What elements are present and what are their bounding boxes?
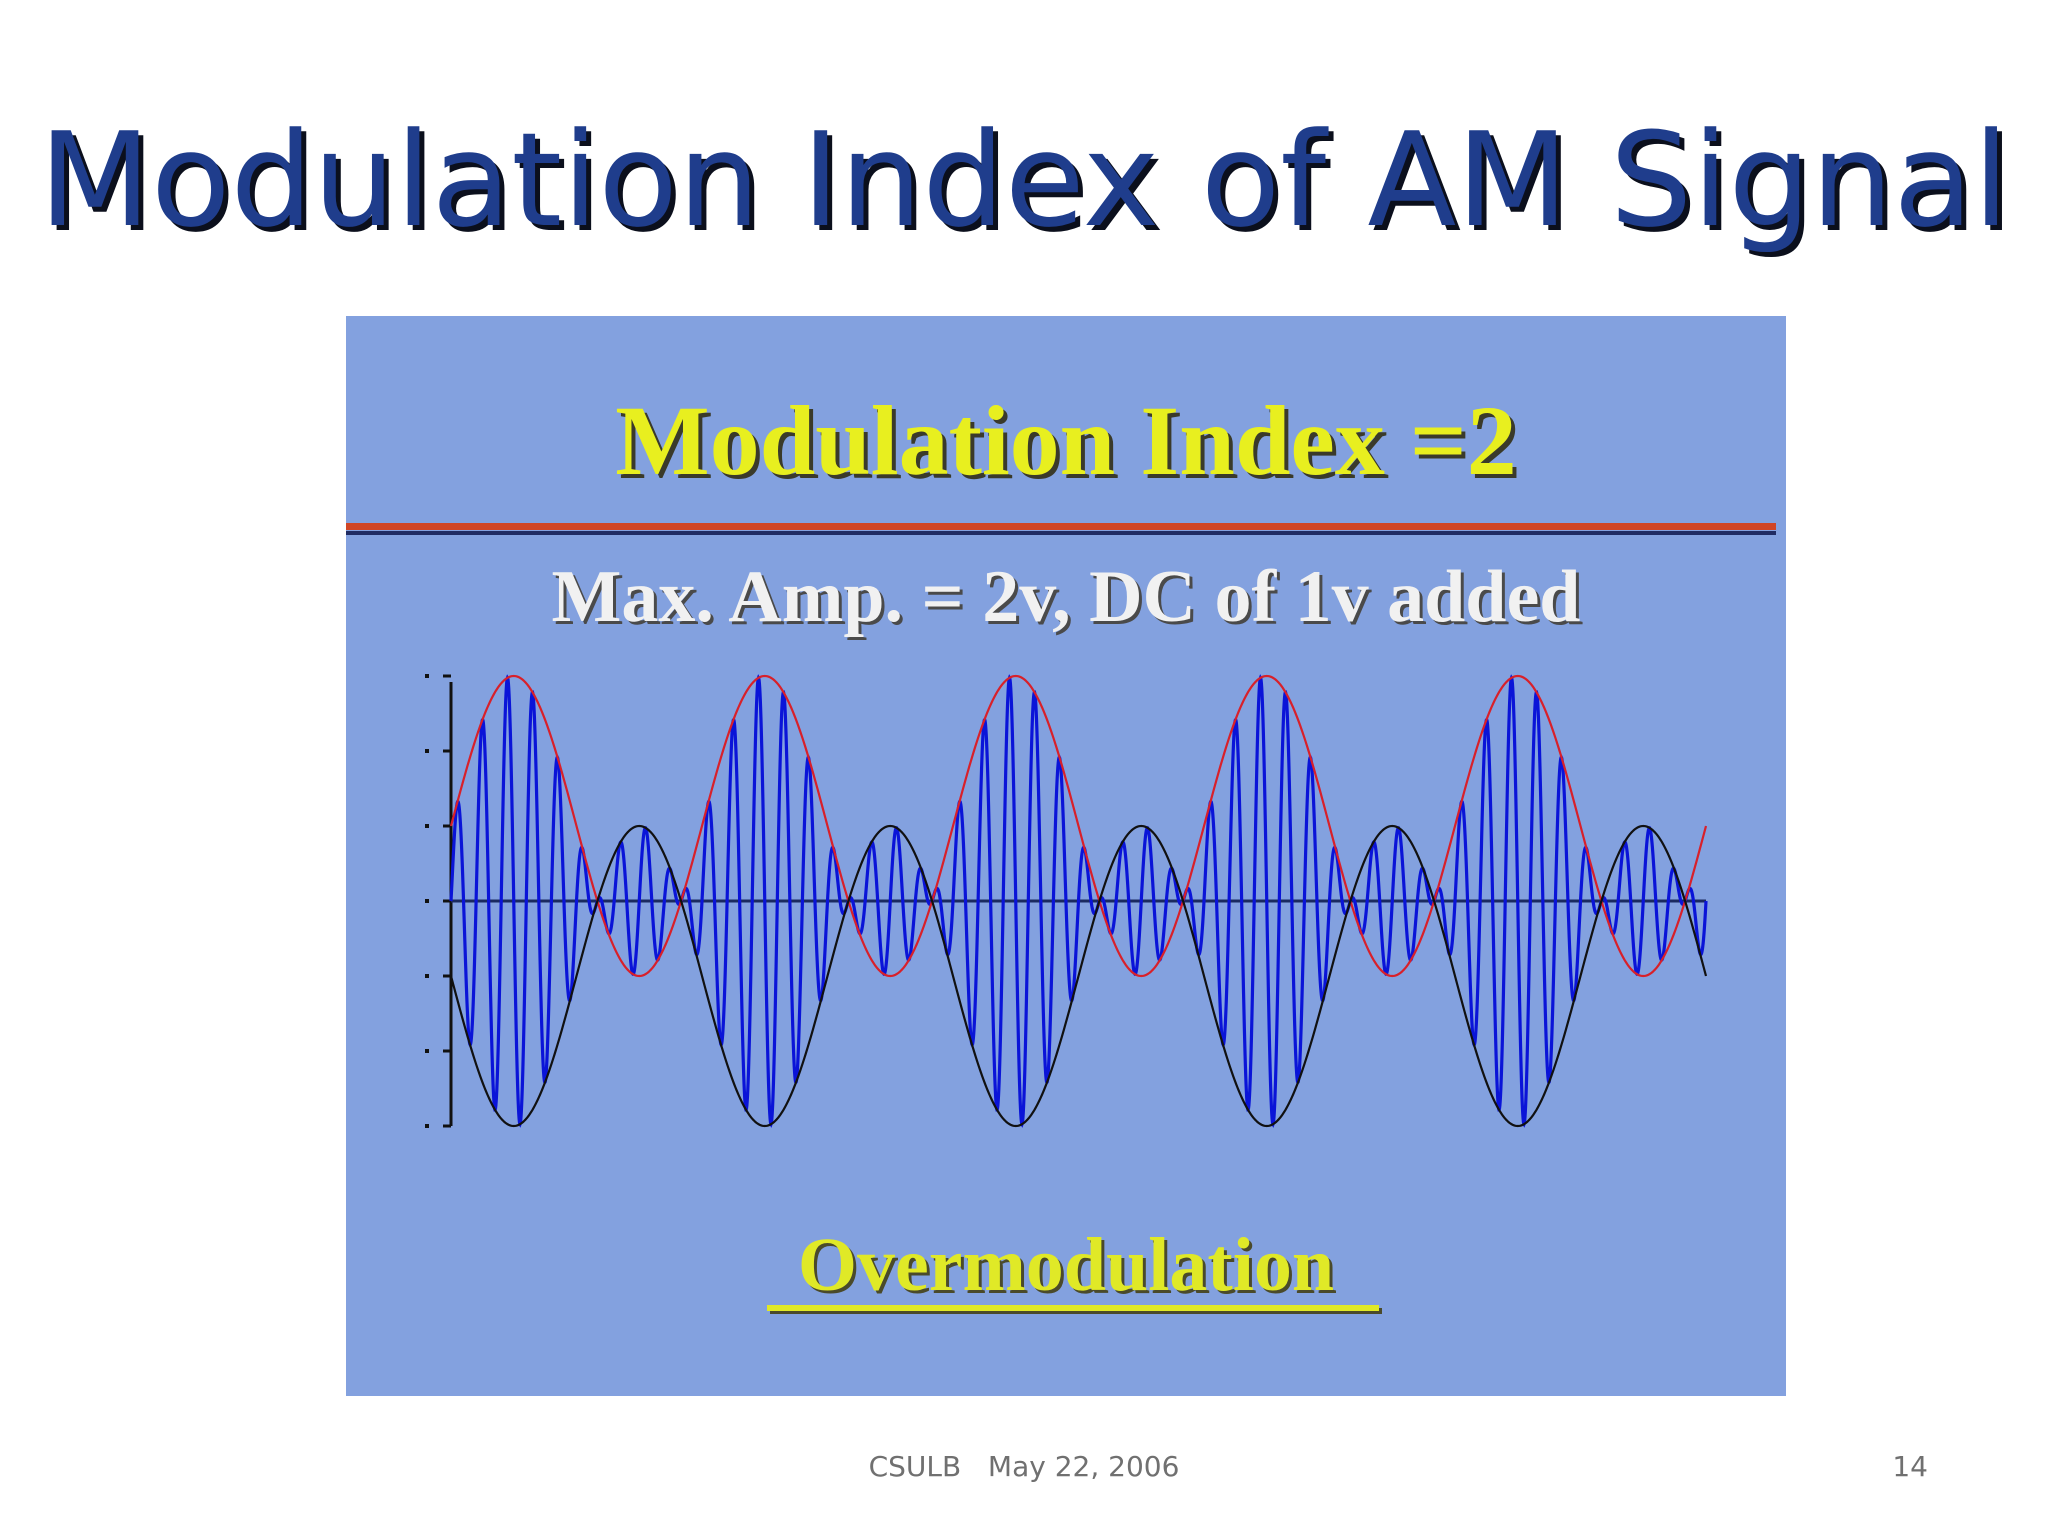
- upper-envelope-series: [449, 674, 1708, 978]
- title-rule-dark: [346, 531, 1776, 535]
- y-tick-label-mark: [425, 749, 429, 753]
- y-tick-label-mark: [425, 824, 429, 828]
- upper-envelope-line: [449, 674, 1708, 978]
- carrier-series: [449, 674, 1708, 1128]
- page-number: 14: [1892, 1450, 1928, 1483]
- figure-title: Modulation Index =2: [615, 385, 1517, 496]
- y-axis-ticks: [425, 674, 451, 1128]
- lower-envelope-line: [449, 824, 1708, 1128]
- y-tick-label-mark: [425, 1124, 429, 1128]
- title-rule-red: [346, 523, 1776, 530]
- y-tick-label-mark: [425, 899, 429, 903]
- slide-title: Modulation Index of AM Signal: [38, 104, 2010, 256]
- caption-underline: [767, 1305, 1379, 1311]
- am-waveform-plot: [425, 674, 1708, 1128]
- y-tick-label-mark: [425, 674, 429, 678]
- slide-footer: CSULB May 22, 2006: [868, 1450, 1180, 1483]
- y-tick-label-mark: [425, 1049, 429, 1053]
- carrier-line: [449, 674, 1708, 1128]
- y-tick-label-mark: [425, 974, 429, 978]
- figure-subtitle: Max. Amp. = 2v, DC of 1v added: [551, 556, 1581, 638]
- lower-envelope-series: [449, 824, 1708, 1128]
- figure-caption: Overmodulation: [797, 1223, 1335, 1307]
- figure-panel: Modulation Index =2 Max. Amp. = 2v, DC o…: [346, 316, 1786, 1396]
